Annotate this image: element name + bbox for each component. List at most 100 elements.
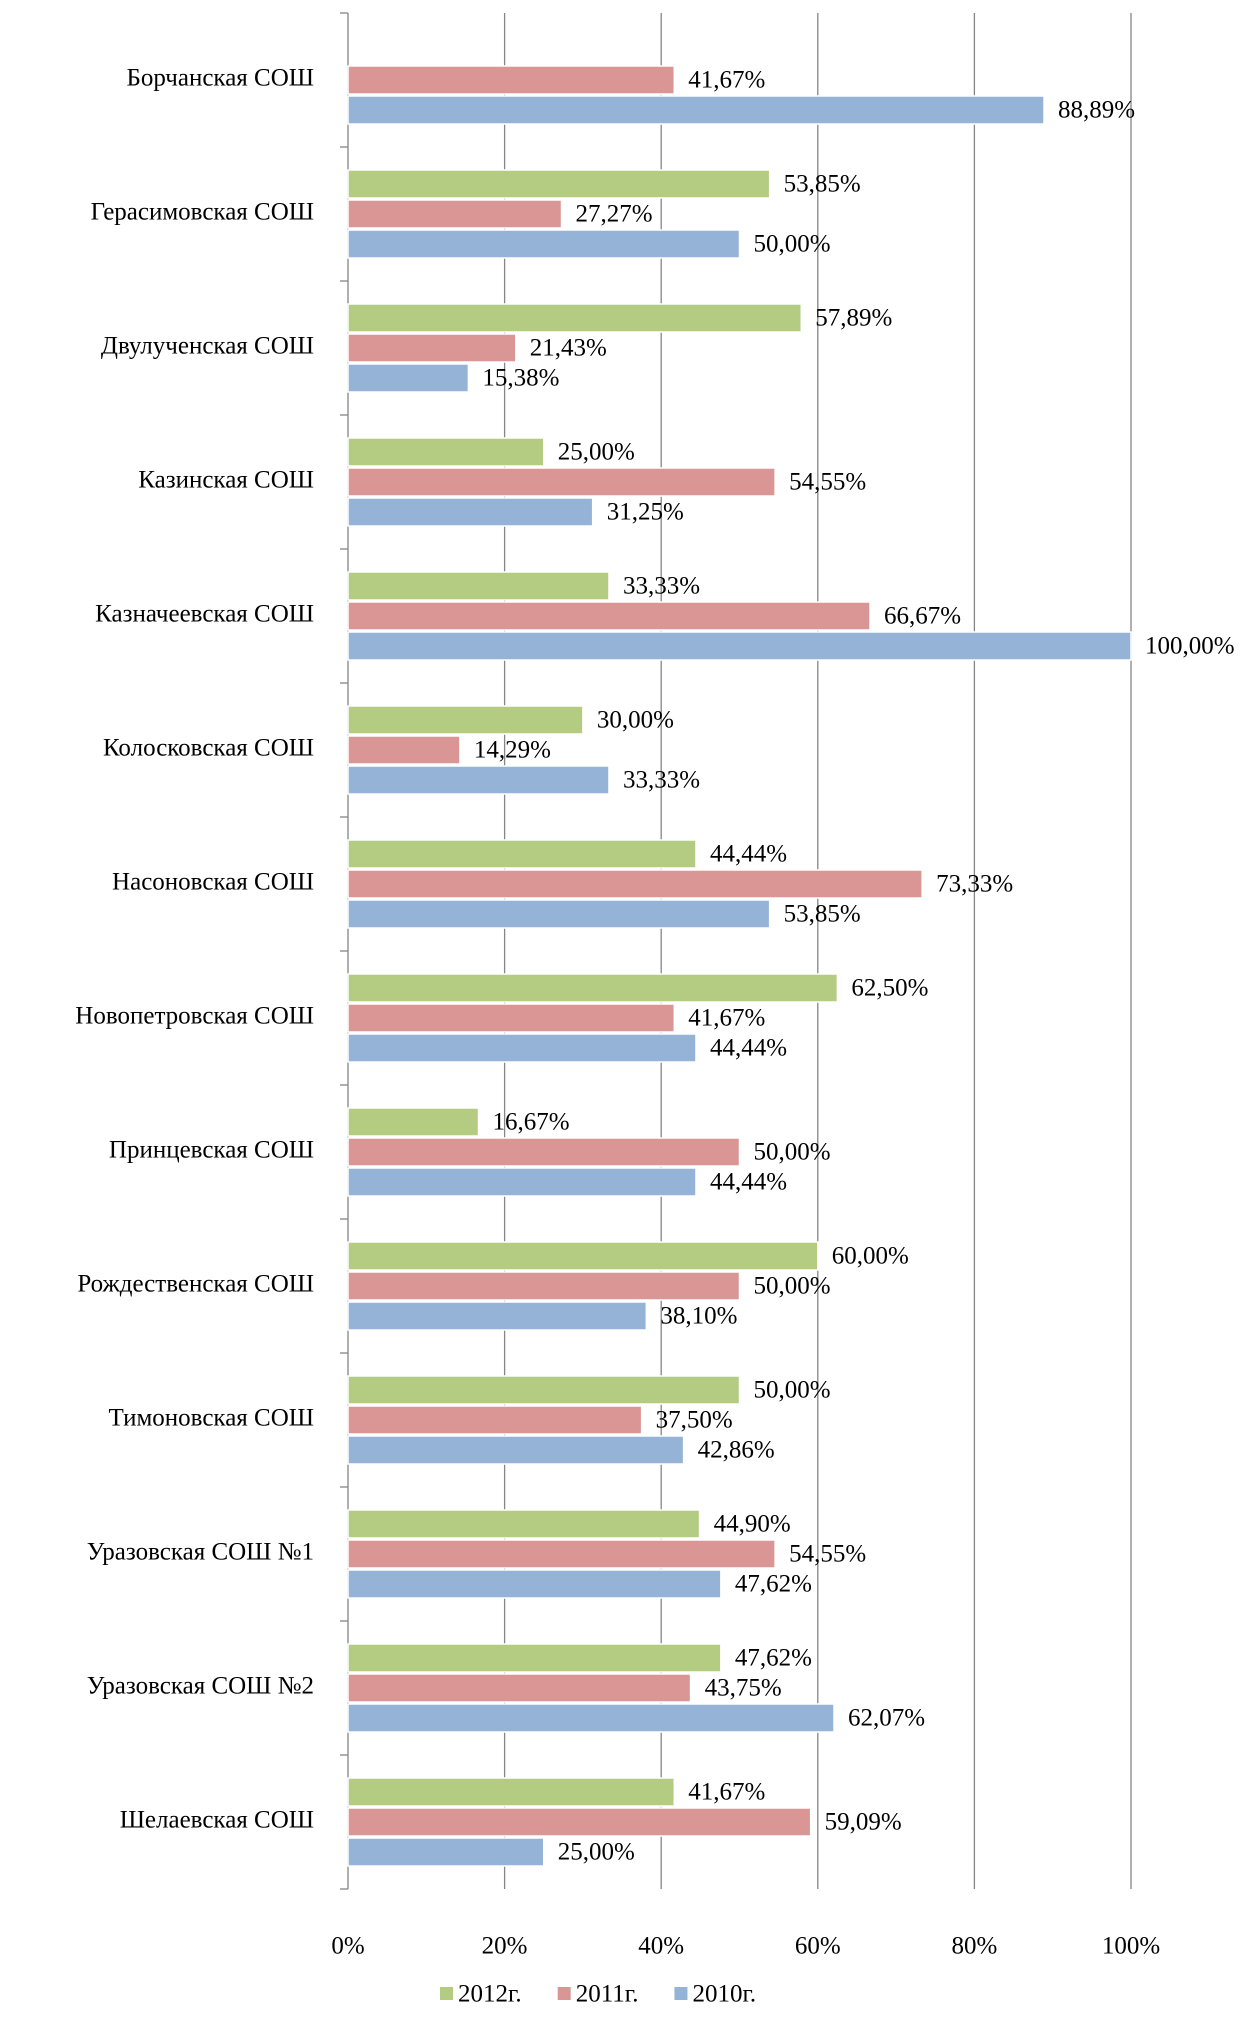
value-label: 21,43% xyxy=(530,335,607,362)
value-label: 31,25% xyxy=(607,499,684,526)
value-label: 57,89% xyxy=(815,305,892,332)
legend-label: 2012г. xyxy=(458,1981,522,2008)
value-label: 44,44% xyxy=(710,1169,787,1196)
value-label: 25,00% xyxy=(558,1839,635,1866)
bar xyxy=(347,1837,545,1867)
x-tick-label: 20% xyxy=(482,1933,528,1960)
bar xyxy=(347,333,517,363)
y-tick-label: Насоновская СОШ xyxy=(112,869,314,896)
bar xyxy=(347,1435,685,1465)
y-tick-label: Новопетровская СОШ xyxy=(75,1003,314,1030)
bar xyxy=(347,1539,776,1569)
value-label: 42,86% xyxy=(698,1437,775,1464)
legend-swatch xyxy=(440,1987,453,2000)
y-tick-label: Рождественская СОШ xyxy=(77,1271,314,1298)
bar xyxy=(347,1569,722,1599)
bar xyxy=(347,467,776,497)
legend-label: 2010г. xyxy=(692,1981,756,2008)
bar xyxy=(347,571,610,601)
value-label: 47,62% xyxy=(735,1645,812,1672)
value-label: 100,00% xyxy=(1145,633,1235,660)
bar xyxy=(347,1375,741,1405)
y-tick-label: Тимоновская СОШ xyxy=(108,1405,314,1432)
bar xyxy=(347,1643,722,1673)
x-tick-label: 100% xyxy=(1102,1933,1160,1960)
value-label: 50,00% xyxy=(754,1273,831,1300)
x-tick-label: 0% xyxy=(331,1933,364,1960)
bar xyxy=(347,363,470,393)
bar xyxy=(347,95,1045,125)
value-label: 62,07% xyxy=(848,1705,925,1732)
value-label: 25,00% xyxy=(558,439,635,466)
value-label: 62,50% xyxy=(851,975,928,1002)
bar xyxy=(347,1673,692,1703)
x-tick-label: 60% xyxy=(795,1933,841,1960)
value-label: 54,55% xyxy=(789,469,866,496)
legend-swatch xyxy=(674,1987,688,2000)
bar xyxy=(347,229,741,259)
bar xyxy=(347,1405,643,1435)
value-label: 41,67% xyxy=(688,67,765,94)
bar xyxy=(347,169,771,199)
y-tick-label: Герасимовская СОШ xyxy=(91,199,314,226)
bar xyxy=(347,65,676,95)
y-tick-label: Колосковская СОШ xyxy=(103,735,314,762)
y-tick-label: Уразовская СОШ №1 xyxy=(87,1539,314,1566)
value-label: 33,33% xyxy=(623,767,700,794)
bar xyxy=(347,1777,676,1807)
bar xyxy=(347,1241,819,1271)
bar xyxy=(347,1703,835,1733)
bar xyxy=(347,1167,697,1197)
value-label: 50,00% xyxy=(754,231,831,258)
value-label: 27,27% xyxy=(576,201,653,228)
y-tick-label: Казначеевская СОШ xyxy=(95,601,314,628)
x-tick-label: 40% xyxy=(638,1933,684,1960)
bar xyxy=(347,869,923,899)
y-tick-label: Борчанская СОШ xyxy=(127,65,314,92)
value-label: 88,89% xyxy=(1058,97,1135,124)
bar xyxy=(347,899,771,929)
value-label: 38,10% xyxy=(660,1303,737,1330)
bar xyxy=(347,973,839,1003)
bar xyxy=(347,601,871,631)
value-label: 60,00% xyxy=(832,1243,909,1270)
bar xyxy=(347,199,563,229)
bar xyxy=(347,497,594,527)
value-label: 44,44% xyxy=(710,1035,787,1062)
y-tick-label: Двулученская СОШ xyxy=(101,333,314,360)
bar xyxy=(347,1509,701,1539)
value-label: 53,85% xyxy=(784,171,861,198)
bar xyxy=(347,437,545,467)
value-label: 53,85% xyxy=(784,901,861,928)
value-label: 59,09% xyxy=(825,1809,902,1836)
bar xyxy=(347,1301,648,1331)
bar xyxy=(347,303,803,333)
y-tick-label: Казинская СОШ xyxy=(138,467,314,494)
bar xyxy=(347,839,697,869)
bar xyxy=(347,1107,480,1137)
value-label: 73,33% xyxy=(936,871,1013,898)
bar xyxy=(347,765,610,795)
value-label: 14,29% xyxy=(474,737,551,764)
value-label: 15,38% xyxy=(482,365,559,392)
y-tick-label: Уразовская СОШ №2 xyxy=(87,1673,314,1700)
value-label: 50,00% xyxy=(754,1377,831,1404)
bar xyxy=(347,1807,812,1837)
bar xyxy=(347,705,584,735)
value-label: 30,00% xyxy=(597,707,674,734)
bar xyxy=(347,1137,741,1167)
value-label: 44,44% xyxy=(710,841,787,868)
bar xyxy=(347,631,1132,661)
bar xyxy=(347,1033,697,1063)
bar xyxy=(347,1271,741,1301)
legend-swatch xyxy=(557,1987,571,2000)
value-label: 50,00% xyxy=(754,1139,831,1166)
value-label: 41,67% xyxy=(688,1005,765,1032)
value-label: 66,67% xyxy=(884,603,961,630)
value-label: 37,50% xyxy=(656,1407,733,1434)
bar xyxy=(347,1003,676,1033)
legend-label: 2011г. xyxy=(576,1981,639,2008)
value-label: 47,62% xyxy=(735,1571,812,1598)
value-label: 33,33% xyxy=(623,573,700,600)
